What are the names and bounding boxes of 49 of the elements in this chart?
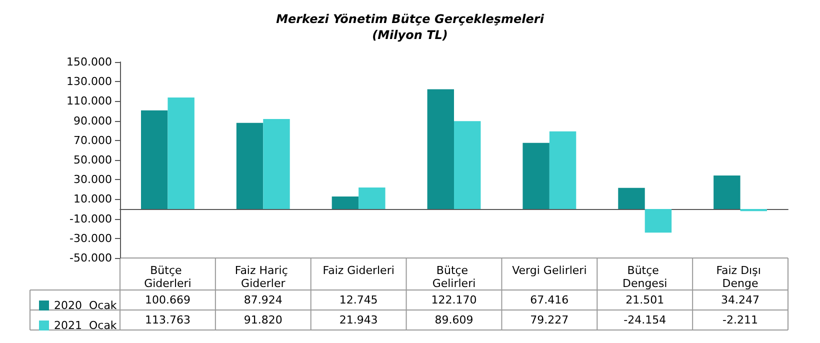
data-label: 100.669 — [144, 294, 190, 306]
y-tick-label: 130.000 — [66, 75, 112, 88]
y-tick-label: -50.000 — [70, 252, 112, 264]
x-tick-label: Faiz Giderleri — [322, 264, 394, 277]
bar — [236, 122, 264, 209]
bar — [263, 119, 290, 209]
bar — [522, 142, 550, 209]
y-tick-label: -10.000 — [70, 212, 112, 226]
data-label: 21.501 — [626, 294, 664, 306]
data-label: 79.227 — [530, 314, 569, 326]
bar — [140, 110, 168, 209]
y-tick-label: 90.000 — [74, 114, 112, 128]
y-tick-label: 70.000 — [74, 134, 112, 147]
bar — [549, 131, 576, 209]
bar — [714, 175, 740, 209]
x-tick-label: Faiz Hariç Giderler — [234, 264, 292, 290]
data-label: 87.924 — [244, 294, 282, 306]
data-label: -24.154 — [624, 314, 666, 326]
bar — [644, 209, 672, 233]
x-tick-label: Faiz Dışı Denge — [716, 264, 764, 290]
bar — [168, 98, 194, 209]
bar — [332, 196, 359, 209]
data-label: 122.170 — [431, 294, 477, 306]
y-tick-label: 10.000 — [74, 192, 112, 206]
x-tick-label: Vergi Gelirleri — [512, 264, 587, 277]
legend-label: 2021 Ocak — [54, 319, 118, 332]
bar — [454, 121, 481, 209]
y-tick-label: 30.000 — [74, 173, 112, 186]
bar — [618, 188, 645, 209]
data-label: 21.943 — [339, 314, 378, 326]
chart-title: Merkezi Yönetim Bütçe Gerçekleşmeleri — [276, 12, 545, 26]
data-label: 89.609 — [434, 314, 474, 326]
data-label: 34.247 — [721, 294, 760, 306]
data-label: 67.416 — [530, 294, 569, 306]
chart-subtitle: (Milyon TL) — [372, 28, 448, 42]
x-tick-label: Bütçe Gelirleri — [432, 264, 476, 290]
data-label: -2.211 — [722, 314, 758, 326]
y-tick-label: 50.000 — [74, 154, 112, 166]
bar — [358, 187, 386, 209]
data-label: 113.763 — [144, 314, 190, 326]
bar — [427, 89, 454, 209]
x-tick-label: Bütçe Giderleri — [144, 264, 192, 290]
data-label: 91.820 — [244, 314, 282, 326]
y-tick-label: 150.000 — [66, 56, 112, 68]
legend-label: 2020 Ocak — [54, 299, 118, 312]
y-tick-label: -30.000 — [70, 232, 112, 245]
data-label: 12.745 — [339, 294, 378, 306]
x-tick-label: Bütçe Dengesi — [622, 264, 668, 290]
y-tick-label: 110.000 — [66, 94, 112, 108]
